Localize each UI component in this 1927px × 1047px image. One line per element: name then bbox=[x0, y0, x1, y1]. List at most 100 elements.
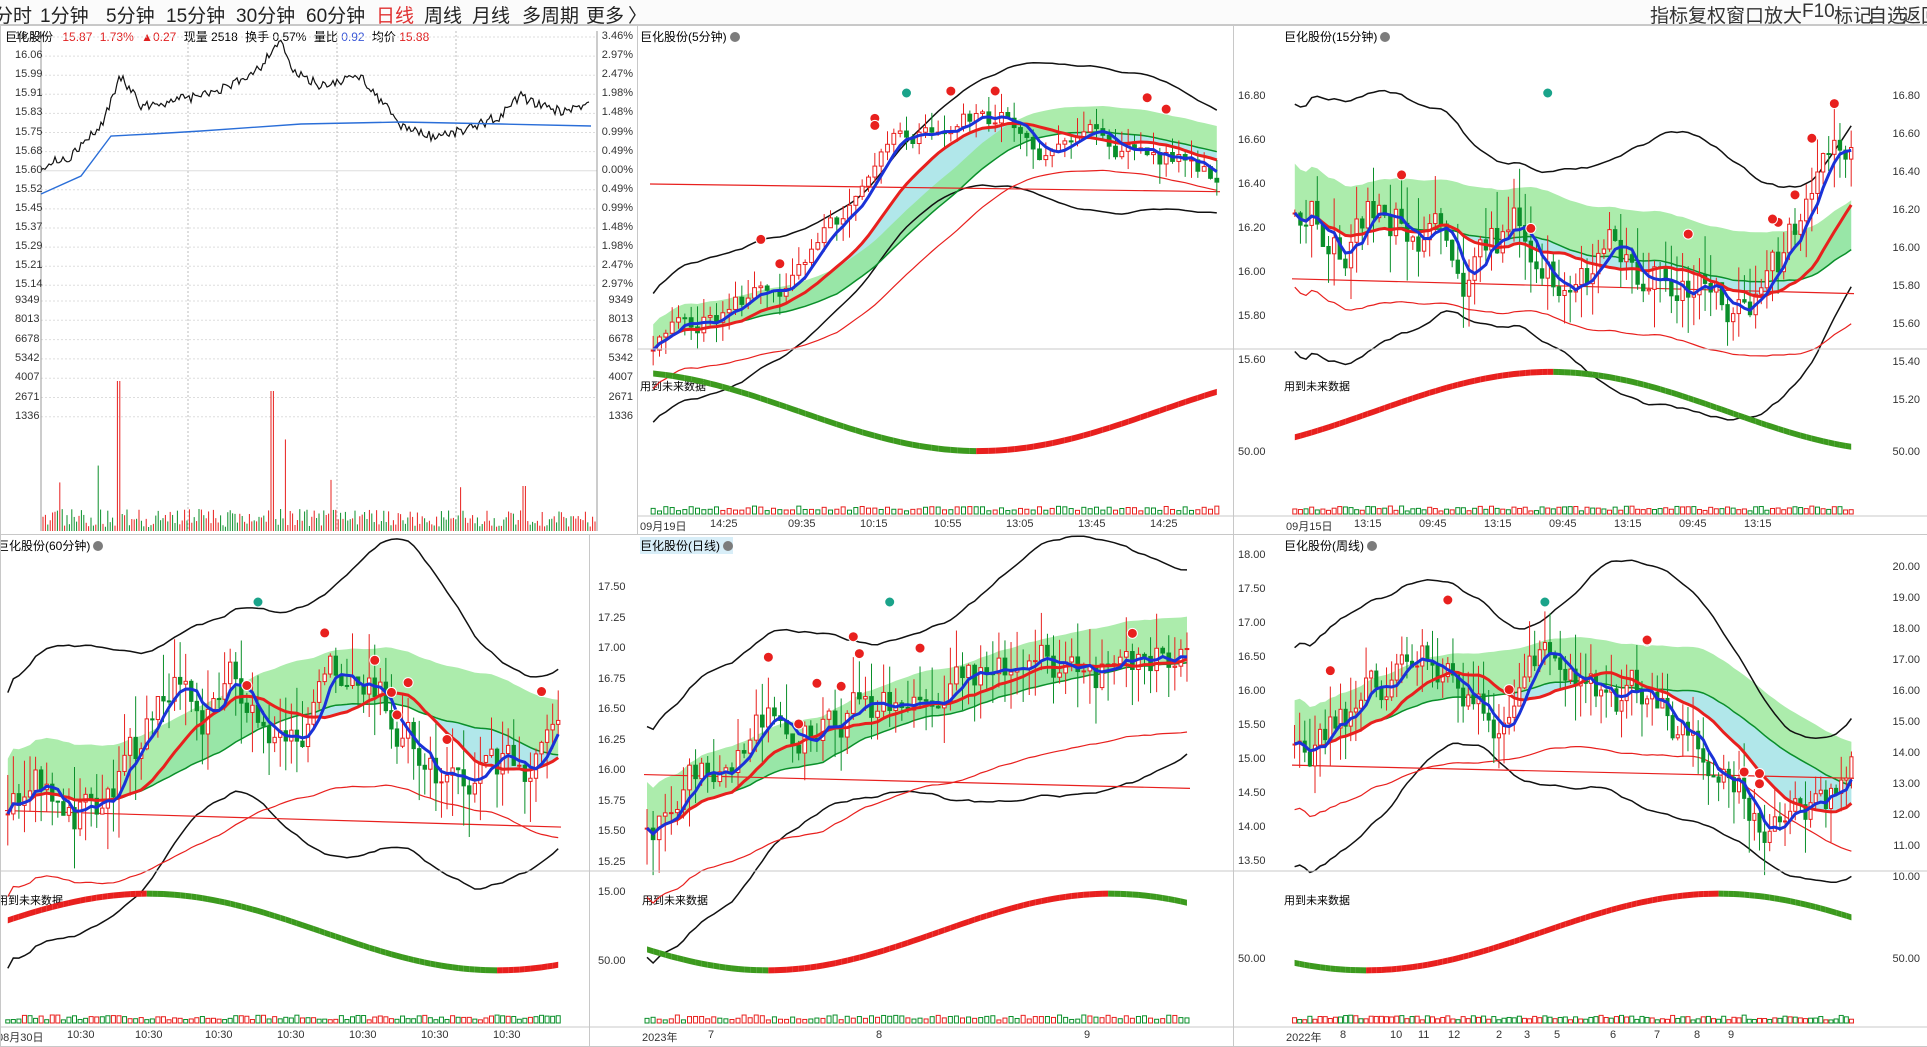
sell-signal-icon bbox=[1525, 222, 1537, 234]
oscillator-segment bbox=[1366, 967, 1372, 974]
candle-body bbox=[869, 696, 874, 718]
back-button[interactable]: 返回 bbox=[1902, 6, 1927, 27]
support-line bbox=[652, 169, 1217, 390]
oscillator-segment bbox=[1478, 948, 1484, 956]
oscillator-segment bbox=[1197, 392, 1205, 401]
tab-60min[interactable]: 60分钟 bbox=[306, 6, 366, 27]
oscillator-segment bbox=[1355, 967, 1361, 974]
candle-body bbox=[1568, 289, 1573, 293]
candle-body bbox=[444, 774, 450, 783]
oscillator-segment bbox=[1345, 416, 1352, 425]
tab-15min[interactable]: 15分钟 bbox=[166, 6, 226, 27]
oscillator-segment bbox=[1839, 441, 1846, 449]
oscillator-segment bbox=[508, 966, 514, 974]
oscillator-segment bbox=[319, 927, 325, 936]
indicator-button[interactable]: 指标 bbox=[1650, 6, 1689, 27]
volume-tick-label: 6678 bbox=[15, 332, 40, 345]
tab-more[interactable]: 更多 bbox=[586, 6, 625, 27]
zoom-button[interactable]: 放大 bbox=[1764, 6, 1803, 27]
candle-body bbox=[844, 712, 850, 738]
oscillator-segment bbox=[1340, 966, 1346, 973]
oscillator-segment bbox=[659, 950, 666, 958]
oscillator-segment bbox=[1519, 369, 1526, 377]
gear-icon[interactable] bbox=[723, 541, 733, 551]
tab-5min[interactable]: 5分钟 bbox=[106, 6, 155, 27]
histogram-bar bbox=[1129, 1017, 1135, 1024]
candle-body bbox=[1449, 239, 1455, 261]
histogram-bar bbox=[83, 1017, 89, 1024]
histogram-bar bbox=[1828, 1019, 1834, 1024]
candle-body bbox=[1547, 642, 1553, 654]
oscillator-segment bbox=[1536, 369, 1543, 376]
histogram-bar bbox=[1477, 505, 1483, 515]
future-data-note: 用到未来数据 bbox=[1284, 381, 1350, 393]
time-tick-label: 09月19日 bbox=[640, 521, 687, 533]
histogram-bar bbox=[680, 1019, 686, 1024]
tab-monthly[interactable]: 月线 bbox=[472, 6, 511, 27]
pct-tick-label: 2.47% bbox=[601, 259, 633, 272]
window-button[interactable]: 窗口 bbox=[1726, 6, 1765, 27]
histogram-bar bbox=[1522, 506, 1528, 515]
sell-signal-icon bbox=[755, 233, 767, 245]
histogram-bar bbox=[729, 1018, 735, 1024]
tab-timeshare[interactable]: 分时 bbox=[0, 6, 33, 27]
histogram-bar bbox=[878, 508, 884, 515]
watchlist-button[interactable]: 自选 bbox=[1868, 6, 1907, 27]
oscillator-segment bbox=[1621, 902, 1627, 911]
mark-button[interactable]: 标记 bbox=[1834, 6, 1873, 27]
oscillator-segment bbox=[1660, 386, 1666, 394]
volume-tick-label: 9349 bbox=[608, 294, 633, 306]
tab-daily[interactable]: 日线 bbox=[376, 6, 415, 27]
oscillator-segment bbox=[1083, 430, 1091, 439]
time-tick-label: 10:30 bbox=[349, 1029, 377, 1041]
histogram-bar bbox=[472, 1018, 478, 1024]
histogram-bar bbox=[1813, 1017, 1819, 1024]
histogram-bar bbox=[1705, 1015, 1711, 1024]
gear-icon[interactable] bbox=[1380, 32, 1391, 42]
oscillator-segment bbox=[1616, 904, 1622, 912]
oscillator-segment bbox=[1447, 956, 1453, 964]
candle-body bbox=[669, 321, 675, 334]
tab-30min[interactable]: 30分钟 bbox=[236, 6, 296, 27]
gear-icon[interactable] bbox=[93, 541, 104, 551]
candle-body bbox=[1798, 220, 1803, 235]
time-tick-label: 9 bbox=[1728, 1029, 1735, 1041]
f10-button[interactable]: F10 bbox=[1802, 1, 1835, 22]
histogram-bar bbox=[1741, 508, 1747, 515]
price-tick-label: 16.40 bbox=[1892, 166, 1920, 178]
oscillator-segment bbox=[135, 890, 142, 897]
oscillator-segment bbox=[962, 918, 969, 927]
histogram-bar bbox=[377, 1015, 383, 1024]
avg-price-line bbox=[40, 121, 592, 195]
price-tick-label: 15.00 bbox=[1238, 753, 1266, 765]
oscillator-segment bbox=[1790, 898, 1796, 906]
oscillator-segment bbox=[912, 441, 920, 449]
oscillator-segment bbox=[824, 417, 831, 426]
histogram-bar bbox=[747, 1017, 753, 1024]
oscillator-segment bbox=[1065, 893, 1072, 900]
candle-body bbox=[489, 748, 494, 757]
histogram-bar bbox=[1032, 1016, 1038, 1024]
oscillator-segment bbox=[396, 952, 403, 961]
tab-weekly[interactable]: 周线 bbox=[424, 6, 463, 27]
gear-icon[interactable] bbox=[1367, 541, 1377, 551]
histogram-bar bbox=[1435, 1018, 1441, 1024]
histogram-bar bbox=[966, 1016, 972, 1024]
histogram-bar bbox=[1651, 509, 1657, 515]
oscillator-segment bbox=[291, 918, 297, 927]
chevron-right-icon[interactable]: 〉 bbox=[628, 6, 648, 27]
histogram-bar bbox=[1195, 509, 1201, 515]
histogram-bar bbox=[1157, 509, 1163, 515]
adjust-button[interactable]: 复权 bbox=[1688, 6, 1727, 27]
time-tick-label: 11 bbox=[1418, 1029, 1430, 1041]
tab-multi-period[interactable]: 多周期 bbox=[522, 6, 580, 27]
oscillator-segment bbox=[1128, 416, 1135, 425]
oscillator-segment bbox=[1007, 446, 1015, 453]
tab-1min[interactable]: 1分钟 bbox=[40, 6, 89, 27]
histogram-bar bbox=[1326, 509, 1332, 515]
time-tick-label: 10:30 bbox=[493, 1029, 521, 1041]
histogram-bar bbox=[1337, 506, 1343, 515]
pct-tick-label: 2.97% bbox=[601, 278, 633, 291]
histogram-bar bbox=[1093, 1016, 1099, 1024]
gear-icon[interactable] bbox=[729, 32, 740, 42]
